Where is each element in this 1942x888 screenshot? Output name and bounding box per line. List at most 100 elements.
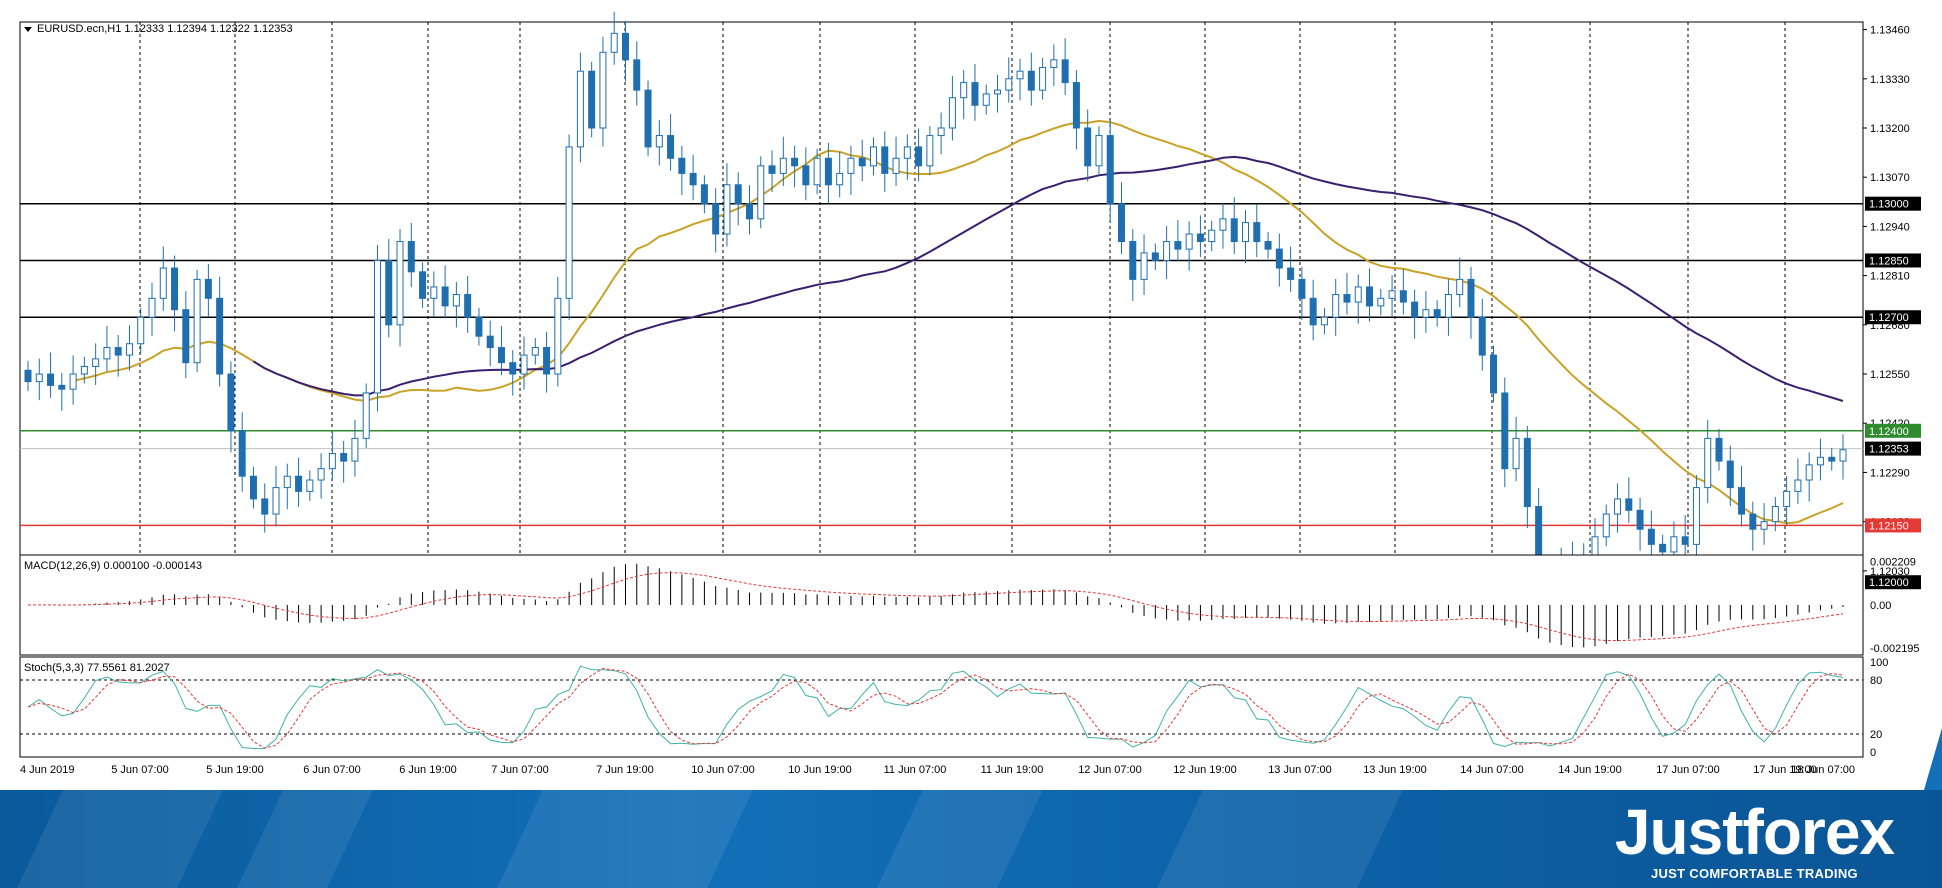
collapse-triangle-icon[interactable]	[24, 27, 32, 32]
candle-body	[35, 373, 43, 383]
time-axis: 4 Jun 2019 5 Jun 07:00 5 Jun 19:00 6 Jun 07…	[20, 764, 1855, 776]
macd-axis: 0.002209 0.00 -0.002195	[1870, 557, 1920, 655]
level-tag-label: 1.12400	[1869, 426, 1909, 438]
y-tick-label: 1.12290	[1870, 467, 1910, 479]
candle-body	[1242, 222, 1250, 243]
candle-body	[655, 135, 663, 148]
candle-body	[103, 347, 111, 360]
stoch-levels	[20, 679, 1863, 735]
candle-body	[80, 365, 88, 375]
candle-body	[982, 93, 990, 106]
x-tick-label: 10 Jun 19:00	[788, 764, 852, 776]
candle-body	[1467, 278, 1475, 318]
candle-body	[802, 165, 810, 186]
candle-body	[1659, 543, 1667, 553]
candle-body	[667, 135, 675, 159]
candle-body	[1084, 127, 1092, 167]
candle-body	[1174, 241, 1182, 250]
x-tick-label: 5 Jun 07:00	[111, 764, 169, 776]
candle-body	[791, 157, 799, 167]
candle-body	[1839, 449, 1847, 462]
candle-body	[588, 70, 596, 129]
candle-body	[1072, 82, 1080, 129]
stoch-tick-label: 80	[1870, 675, 1882, 687]
stoch-axis: 100 80 20 0	[1870, 657, 1888, 759]
candle-body	[1106, 135, 1114, 205]
stoch-tick-label: 0	[1870, 747, 1876, 759]
candle-body	[1490, 354, 1498, 394]
candle-body	[1366, 286, 1374, 307]
candle-body	[734, 184, 742, 205]
level-tag-label: 1.12850	[1869, 255, 1909, 267]
candle-body	[249, 475, 257, 500]
candle-body	[1185, 233, 1193, 250]
stoch-pane-frame	[19, 656, 1864, 758]
stoch-tick-label: 100	[1870, 657, 1888, 669]
level-tag-box	[1865, 575, 1921, 590]
candle-body	[847, 157, 855, 174]
candle-body	[554, 297, 562, 375]
x-tick-label: 17 Jun 07:00	[1656, 764, 1720, 776]
y-tick-label: 1.12030	[1870, 566, 1910, 578]
candle-body	[1591, 536, 1599, 557]
candle-body	[824, 157, 832, 186]
candle-body	[1320, 316, 1328, 326]
candle-body	[1196, 233, 1204, 243]
price-axis: 1.13460 1.13330 1.13200 1.13070 1.12940 1.128…	[1863, 25, 1910, 578]
stoch-tick-label: 20	[1870, 729, 1882, 741]
candle-body	[204, 278, 212, 299]
x-tick-label: 14 Jun 07:00	[1460, 764, 1524, 776]
candle-body	[1208, 229, 1216, 243]
candle-body	[520, 354, 528, 375]
candle-body	[644, 89, 652, 148]
candle-body	[915, 146, 923, 167]
candle-body	[171, 267, 179, 311]
candle-body	[1715, 437, 1723, 462]
candle-body	[272, 487, 280, 515]
candle-body	[1478, 316, 1486, 356]
candle-body	[1219, 218, 1227, 231]
candlesticks	[24, 11, 1847, 598]
candle-body	[317, 468, 325, 481]
macd-tick-label: 0.00	[1870, 600, 1891, 612]
y-tick-label: 1.12940	[1870, 221, 1910, 233]
candle-body	[193, 278, 201, 364]
candle-body	[1749, 513, 1757, 530]
candle-body	[148, 297, 156, 318]
level-tag-label: 1.12000	[1869, 577, 1909, 589]
candle-body	[340, 453, 348, 462]
candle-body	[881, 146, 889, 174]
macd-signal-line	[27, 572, 1844, 642]
ma-slow-line	[252, 155, 1844, 402]
candle-body	[1275, 248, 1283, 269]
level-tag-box	[1865, 253, 1921, 268]
candle-body	[576, 70, 584, 148]
candle-body	[1625, 498, 1633, 511]
level-tag-box	[1865, 518, 1921, 533]
candle-body	[283, 475, 291, 489]
candle-body	[543, 347, 551, 375]
x-tick-label: 12 Jun 07:00	[1078, 764, 1142, 776]
y-tick-label: 1.12810	[1870, 271, 1910, 283]
candle-body	[1027, 70, 1035, 91]
current-price-tag: 1.12353	[1869, 444, 1909, 456]
x-tick-label: 7 Jun 19:00	[596, 764, 654, 776]
x-tick-label: 6 Jun 19:00	[399, 764, 457, 776]
candle-body	[1163, 241, 1171, 261]
candle-body	[295, 475, 303, 492]
level-tag-box	[1865, 196, 1921, 211]
candle-body	[1501, 392, 1509, 470]
candle-body	[1738, 487, 1746, 515]
candle-body	[757, 165, 765, 220]
candle-body	[994, 89, 1002, 95]
candle-body	[531, 347, 539, 356]
candle-body	[328, 453, 336, 470]
candle-body	[182, 309, 190, 364]
candle-body	[1388, 290, 1396, 299]
candle-body	[1399, 290, 1407, 303]
brand-logo[interactable]: Justforex JUST COMFORTABLE TRADING	[1615, 800, 1895, 881]
candle-body	[497, 347, 505, 364]
candle-body	[1061, 59, 1069, 84]
candle-body	[1614, 498, 1622, 515]
candle-body	[836, 172, 844, 186]
